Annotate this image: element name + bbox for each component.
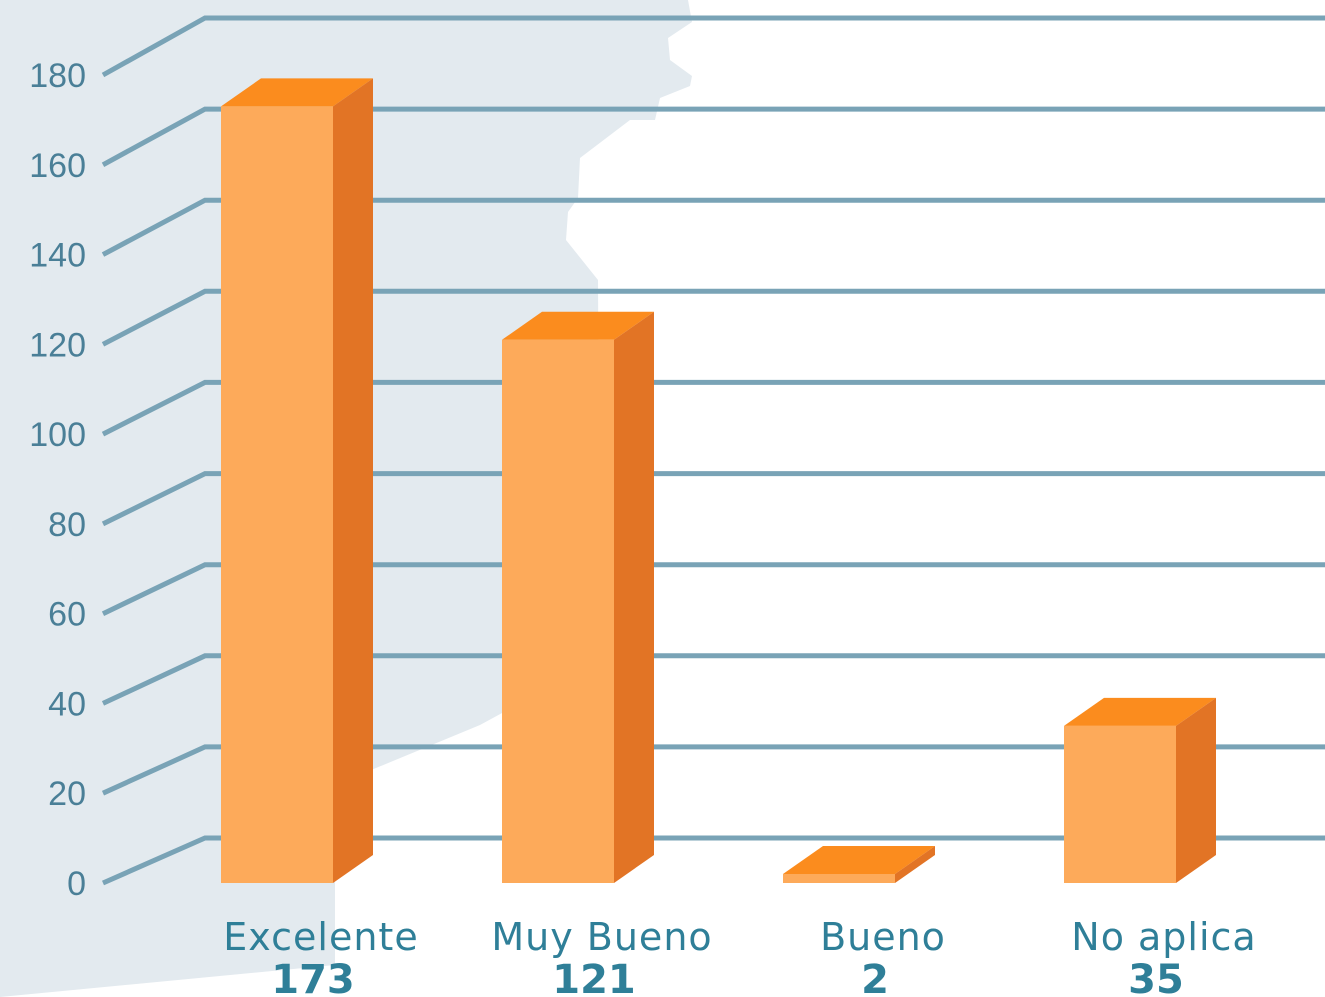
category-label-3: No aplica [1071, 915, 1256, 959]
bar-front-0 [221, 106, 333, 883]
category-label-0: Excelente [223, 915, 418, 959]
bar-front-1 [502, 339, 614, 883]
value-label-0: 173 [271, 957, 355, 997]
y-tick-label-120: 120 [29, 326, 86, 364]
y-tick-label-80: 80 [48, 506, 86, 544]
y-tick-label-140: 140 [29, 237, 86, 275]
gridline-100 [101, 379, 1325, 437]
bar-top-1 [502, 311, 654, 340]
y-tick-label-40: 40 [48, 685, 86, 723]
y-tick-label-60: 60 [48, 596, 86, 634]
value-label-1: 121 [552, 957, 636, 997]
gridline-180 [101, 15, 1325, 78]
bar-side-3 [1176, 697, 1216, 883]
value-label-2: 2 [861, 957, 889, 997]
bar-top-0 [221, 78, 373, 107]
bar-top-3 [1064, 697, 1216, 726]
bar-0 [221, 78, 373, 883]
gridline-0 [101, 835, 1325, 886]
bar-front-3 [1064, 725, 1176, 883]
gridline-20 [101, 744, 1325, 796]
bar-side-1 [614, 311, 654, 883]
bar-side-2 [895, 846, 935, 883]
y-tick-label-0: 0 [67, 865, 86, 903]
y-tick-label-160: 160 [29, 147, 86, 185]
gridline-140 [101, 197, 1325, 257]
gridline-160 [101, 106, 1325, 167]
bar-3 [1064, 697, 1216, 883]
gridline-60 [101, 562, 1325, 616]
y-axis-ticks: 0 20 40 60 80 100 120 140 160 180 [29, 57, 86, 903]
bar-1 [502, 311, 654, 883]
y-tick-label-180: 180 [29, 57, 86, 95]
category-label-1: Muy Bueno [491, 915, 712, 959]
gridline-120 [101, 288, 1325, 347]
bars [221, 78, 1216, 883]
value-label-3: 35 [1128, 957, 1184, 997]
bar-top-2 [783, 846, 935, 874]
category-label-2: Bueno [820, 915, 946, 959]
gridline-80 [101, 471, 1325, 527]
y-tick-label-20: 20 [48, 775, 86, 813]
bar-2 [783, 846, 935, 883]
bar-front-2 [783, 874, 895, 883]
y-tick-label-100: 100 [29, 416, 86, 454]
grid-lines [101, 15, 1325, 886]
gridline-40 [101, 653, 1325, 706]
bar-side-0 [333, 78, 373, 883]
